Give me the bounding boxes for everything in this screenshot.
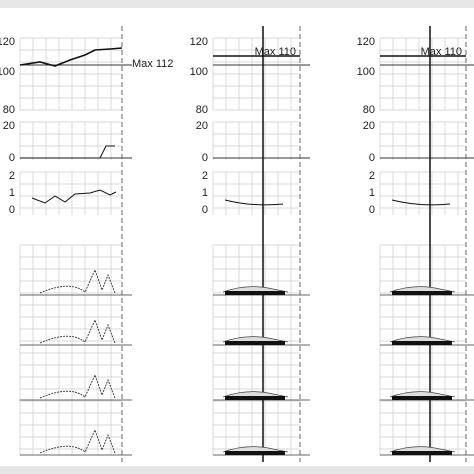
tick-label: 80: [363, 104, 375, 116]
tick-label: 0: [202, 204, 208, 216]
max-label: Max 110: [421, 46, 462, 58]
trace: [31, 189, 117, 204]
tick-label: 0: [9, 204, 15, 216]
trace: [222, 286, 289, 293]
trace: [39, 268, 116, 294]
trace: [389, 286, 456, 293]
marker: [225, 396, 285, 400]
trace: [19, 47, 123, 67]
tick-label: 1: [369, 187, 375, 199]
trace: [20, 145, 115, 159]
trace: [224, 199, 284, 206]
trace: [39, 428, 116, 454]
tick-label: 80: [3, 104, 15, 116]
max-label: Max 112: [132, 58, 173, 70]
tick-label: 100: [357, 66, 375, 78]
tick-label: 120: [190, 36, 208, 48]
trace: [389, 391, 456, 398]
trace: [222, 446, 289, 453]
tick-label: 20: [363, 120, 375, 132]
marker: [225, 291, 285, 295]
tick-label: 0: [9, 152, 15, 164]
tick-label: 20: [3, 120, 15, 132]
trace: [39, 373, 116, 399]
marker: [392, 451, 452, 455]
tick-label: 0: [369, 204, 375, 216]
tick-label: 80: [196, 104, 208, 116]
trace: [222, 391, 289, 398]
tick-label: 0: [202, 152, 208, 164]
tick-label: 100: [0, 66, 15, 78]
top-band: [0, 0, 474, 8]
max-label: Max 110: [255, 46, 296, 58]
trace: [39, 318, 116, 344]
tick-label: 1: [9, 187, 15, 199]
tick-label: 2: [369, 170, 375, 182]
tick-label: 2: [202, 170, 208, 182]
tick-label: 120: [0, 36, 15, 48]
trace: [389, 336, 456, 343]
trace: [389, 446, 456, 453]
marker: [392, 341, 452, 345]
tick-label: 120: [357, 36, 375, 48]
tick-label: 0: [369, 152, 375, 164]
tick-label: 100: [190, 66, 208, 78]
trace: [391, 199, 451, 206]
marker: [392, 291, 452, 295]
tick-label: 20: [196, 120, 208, 132]
marker: [225, 451, 285, 455]
tick-label: 1: [202, 187, 208, 199]
marker: [225, 341, 285, 345]
tick-label: 2: [9, 170, 15, 182]
bottom-band: [0, 466, 474, 474]
trace: [222, 336, 289, 343]
marker: [392, 396, 452, 400]
